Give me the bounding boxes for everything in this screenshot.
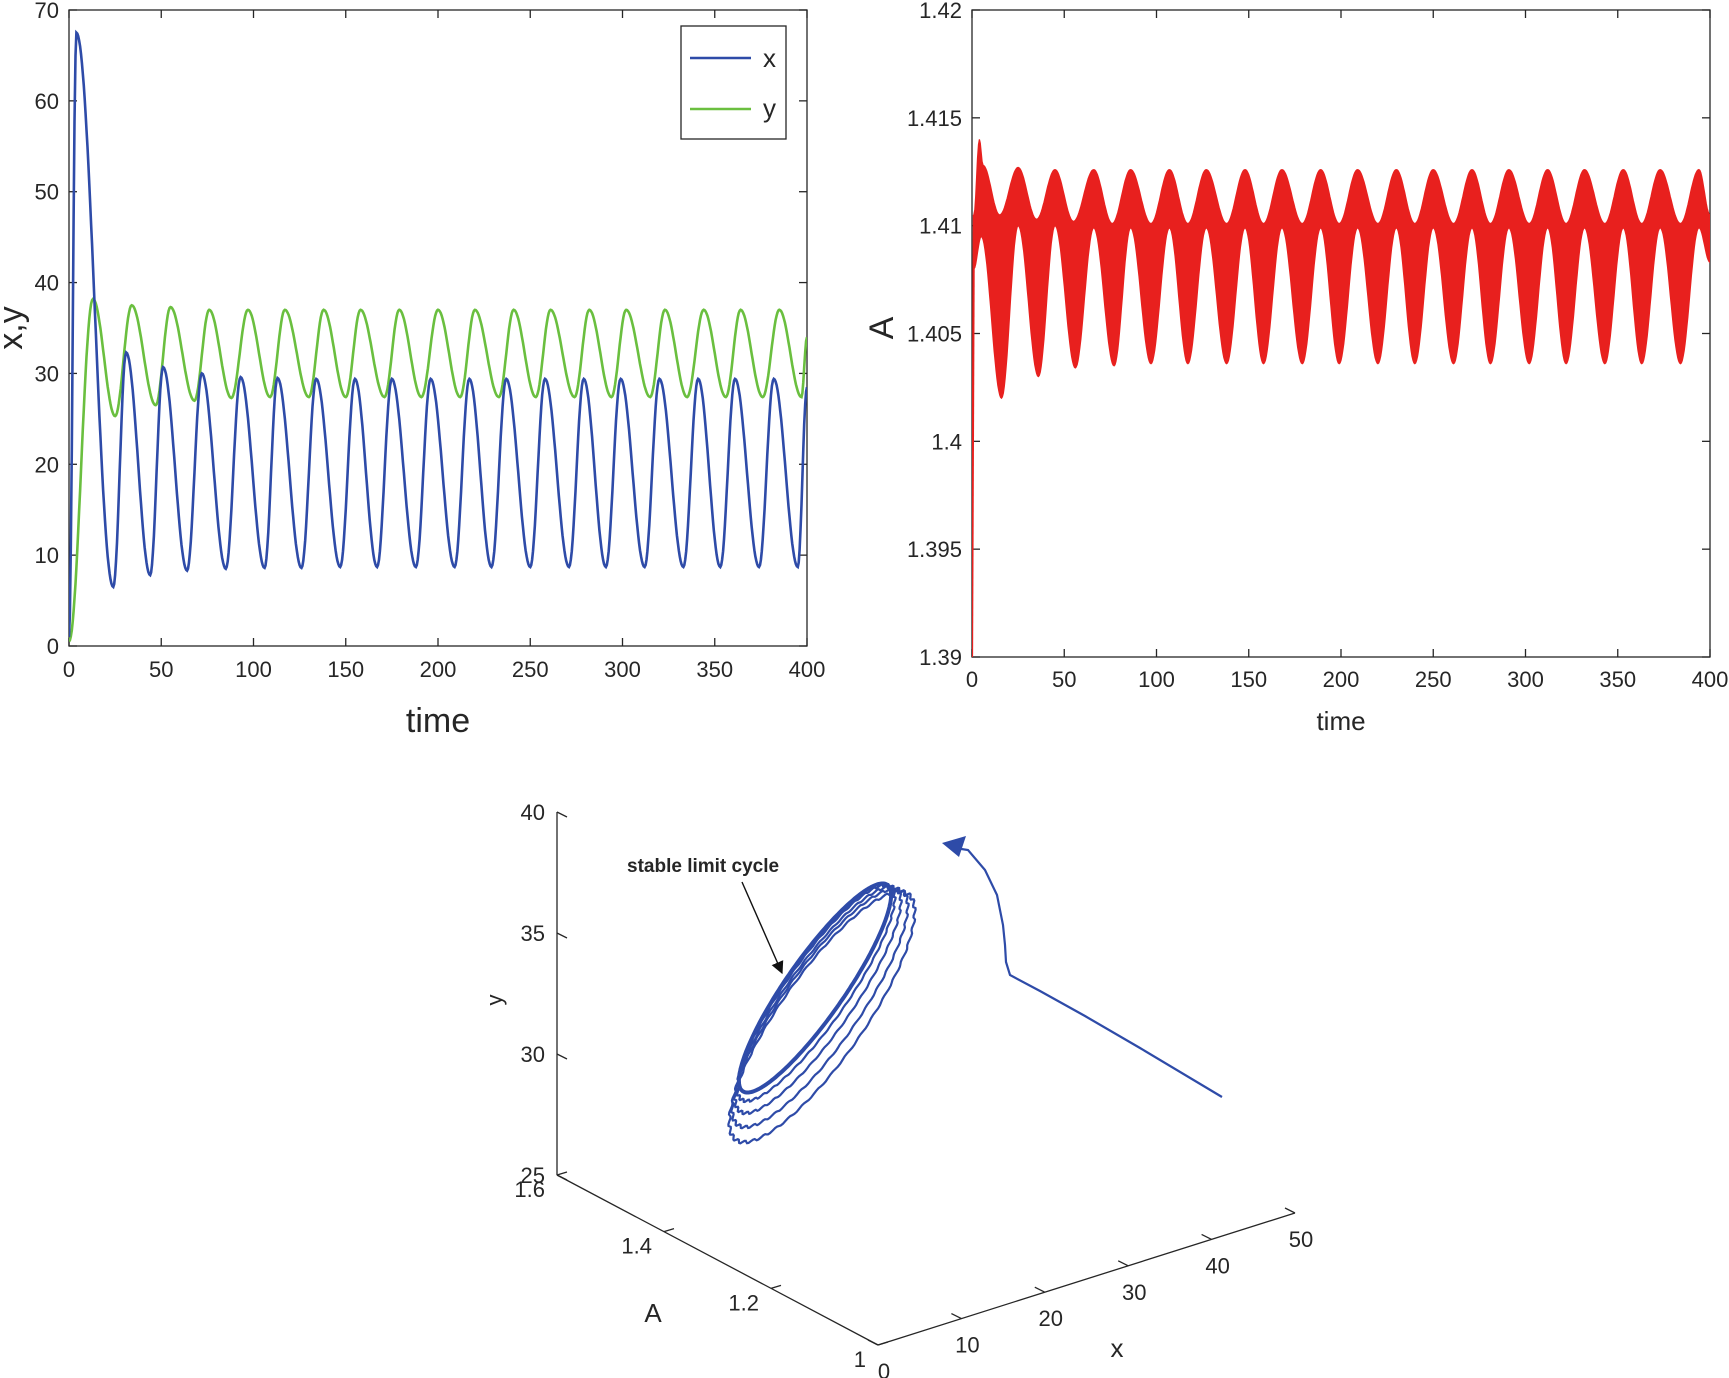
series-band-A: [973, 139, 1710, 400]
x3d-tick: [951, 1313, 962, 1320]
p3-ticklabels: 25 30 35 40 1 1.2 1.4 1.6 0 10 20 30 40 50: [514, 800, 1313, 1378]
trajectory-loop: [735, 882, 897, 1104]
y-tick-label: 20: [35, 452, 59, 477]
A3d-tick-label: 1.2: [728, 1290, 759, 1315]
A3d-tick-label: 1.4: [621, 1234, 652, 1259]
y-tick-label: 1.405: [907, 322, 962, 347]
y3d-tick-label: 30: [521, 1042, 545, 1067]
x-tick-label: 400: [789, 657, 826, 682]
A3d-tick-label: 1: [854, 1347, 866, 1372]
x3d-tick: [1034, 1286, 1046, 1293]
panel-3d-phase: 25 30 35 40 1 1.2 1.4 1.6 0 10 20 30 40 50 stable lim…: [482, 800, 1313, 1378]
panel-A-time: 0 50 100 150 200 250 300 350 400 1.39 1.395 1.4 1.40…: [863, 0, 1728, 736]
y-tick-label: 1.4: [931, 429, 962, 454]
A3d-tick: [877, 1341, 889, 1346]
x3d-tick-label: 0: [878, 1359, 890, 1378]
legend-box: [680, 25, 787, 140]
trajectory-loop: [733, 884, 903, 1116]
y-tick-label: 40: [35, 271, 59, 296]
series-line-y: [69, 297, 807, 643]
y3d-tick-label: 40: [521, 800, 545, 825]
trajectory-direction-arrow: [942, 836, 966, 857]
axis-line-A: [556, 1174, 879, 1346]
x-tick-label: 200: [420, 657, 457, 682]
y-tick-label: 50: [35, 180, 59, 205]
y-tick-label: 1.41: [919, 214, 962, 239]
x3d-tick: [1117, 1260, 1129, 1267]
y-tick-label: 1.395: [907, 537, 962, 562]
x3d-tick: [867, 1339, 879, 1346]
trajectory-loop: [730, 886, 910, 1130]
x3d-tick-label: 10: [955, 1333, 979, 1358]
annotation-stable-limit-cycle: stable limit cycle: [627, 856, 779, 877]
x3d-tick-label: 40: [1205, 1253, 1229, 1278]
A3d-tick: [770, 1284, 782, 1289]
series-initial-rise-A: [972, 214, 975, 657]
x-tick-label: 350: [1599, 667, 1636, 692]
x-tick-label: 350: [696, 657, 733, 682]
y3d-tick: [556, 932, 568, 939]
y-tick-label: 1.415: [907, 106, 962, 131]
axis-label-x-3d: x: [1111, 1333, 1124, 1363]
x-tick-label: 200: [1323, 667, 1360, 692]
legend: x y: [680, 25, 787, 140]
p3-ticks: [556, 811, 1296, 1346]
y3d-tick-label: 35: [521, 921, 545, 946]
panel-xy-time: 0 50 100 150 200 250 300 350 400010203040506070 …: [0, 0, 825, 740]
x3d-tick-label: 20: [1039, 1306, 1063, 1331]
x-tick-label: 400: [1692, 667, 1729, 692]
y3d-tick: [556, 811, 568, 818]
x-tick-label: 50: [149, 657, 173, 682]
x-tick-label: 0: [63, 657, 75, 682]
y-tick-label: 1.42: [919, 0, 962, 23]
y-tick-label: 60: [35, 89, 59, 114]
limit-cycle-trajectory: [727, 836, 1223, 1145]
p2-ticklabels: 0 50 100 150 200 250 300 350 400 1.39 1.395 1.4 1.40…: [907, 0, 1728, 692]
y-tick-label: 30: [35, 361, 59, 386]
trajectory-transient: [954, 846, 1223, 1098]
x-tick-label: 300: [604, 657, 641, 682]
series-line-x: [69, 29, 807, 637]
y-tick-label: 70: [35, 0, 59, 23]
annotation-arrow: [741, 881, 784, 975]
x-tick-label: 250: [1415, 667, 1452, 692]
legend-label-y: y: [763, 93, 776, 123]
A3d-tick: [663, 1228, 675, 1233]
x3d-tick: [1284, 1207, 1296, 1214]
ylabel-xy: x,y: [0, 306, 30, 349]
trajectory-loop: [736, 881, 894, 1095]
A3d-tick-label: 1.6: [514, 1177, 545, 1202]
axis-label-y-3d: y: [482, 995, 507, 1006]
y3d-tick: [556, 1053, 568, 1060]
x-tick-label: 0: [966, 667, 978, 692]
ylabel-A: A: [863, 316, 901, 339]
x3d-tick-label: 30: [1122, 1280, 1146, 1305]
x3d-tick: [1201, 1233, 1212, 1240]
x-tick-label: 100: [1138, 667, 1175, 692]
x-tick-label: 300: [1507, 667, 1544, 692]
y3d-tick: [556, 1174, 568, 1181]
x-tick-label: 250: [512, 657, 549, 682]
y-tick-label: 10: [35, 543, 59, 568]
axis-line-x: [877, 1212, 1296, 1346]
x-tick-label: 150: [327, 657, 364, 682]
y-tick-label: 1.39: [919, 645, 962, 670]
xlabel-time-2: time: [1316, 706, 1365, 736]
legend-label-x: x: [763, 43, 776, 73]
A3d-tick: [556, 1171, 568, 1176]
axis-label-A-3d: A: [644, 1298, 662, 1328]
x-tick-label: 150: [1230, 667, 1267, 692]
x-tick-label: 100: [235, 657, 272, 682]
p1-ticklabels: 0 50 100 150 200 250 300 350 400 0 10 20 30 40 50 60 70: [35, 0, 826, 682]
xlabel-time-1: time: [406, 702, 470, 740]
y-tick-label: 0: [47, 634, 59, 659]
trajectory-loop: [727, 889, 917, 1145]
y3d-tick-label: 25: [521, 1163, 545, 1188]
x-tick-label: 50: [1052, 667, 1076, 692]
p1-ticks: [68, 9, 808, 647]
x3d-tick-label: 50: [1289, 1227, 1313, 1252]
